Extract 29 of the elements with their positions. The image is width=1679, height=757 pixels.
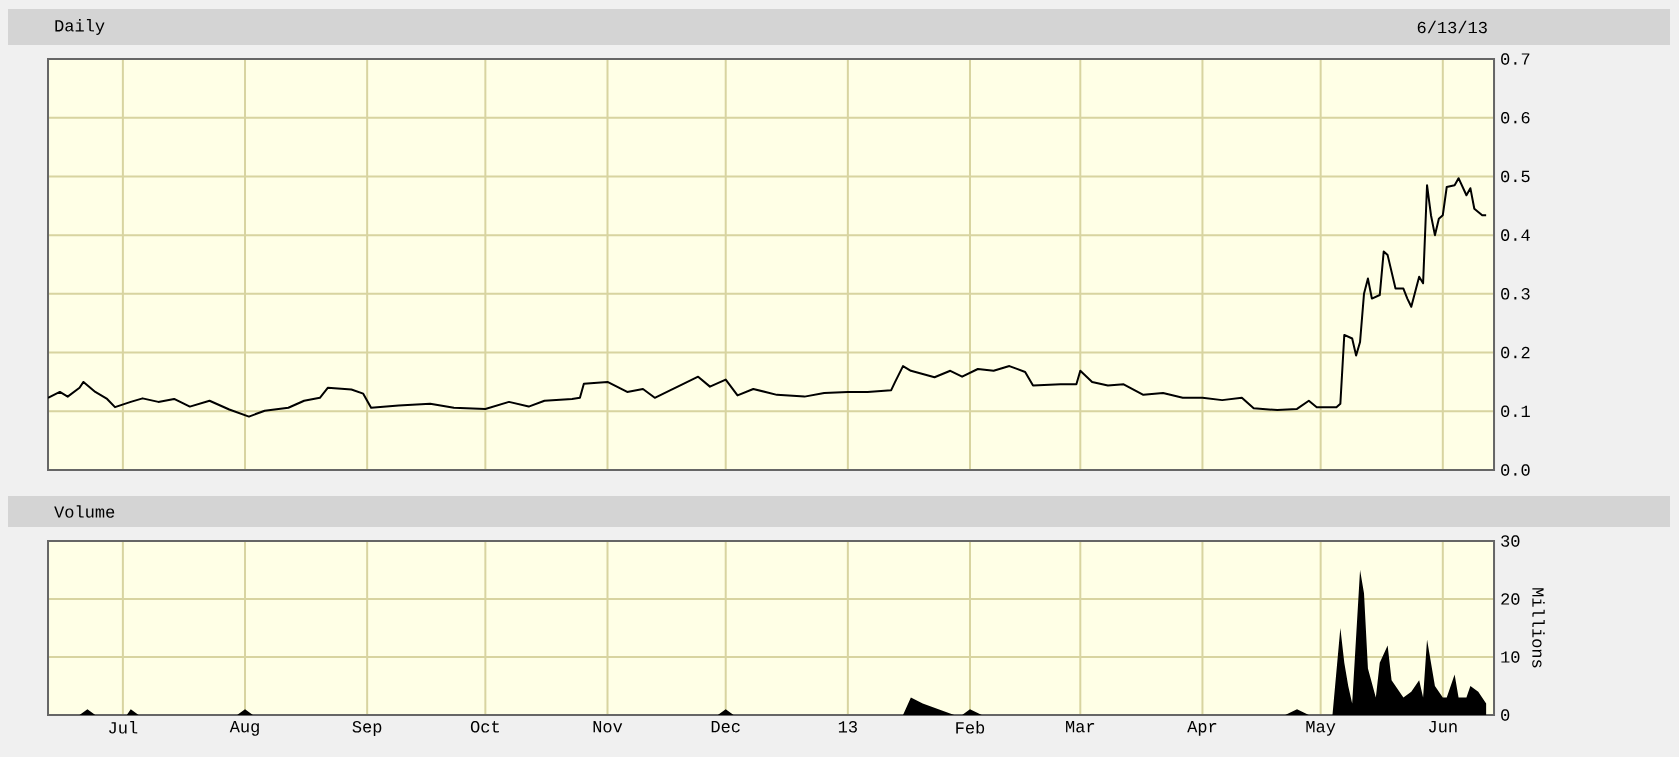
y-tick-label: 0.1 (1501, 405, 1530, 418)
y-tick-label: 0.3 (1501, 288, 1530, 300)
x-tick-label: Aug (229, 721, 259, 736)
x-tick-label: Dec (711, 721, 740, 733)
x-tick-label: Apr (1187, 721, 1217, 736)
y-axis-title: Millions (1532, 588, 1545, 668)
y-tick-label: 0.4 (1501, 229, 1530, 241)
x-tick-label: 13 (838, 721, 857, 733)
y-tick-label: 0.2 (1501, 346, 1530, 359)
y-tick-label: 20 (1501, 593, 1520, 605)
x-tick-label: Mar (1066, 721, 1095, 733)
chart-title: Volume (54, 505, 115, 518)
line-series (48, 177, 1488, 418)
x-tick-label: Nov (593, 721, 623, 733)
x-tick-label: Sep (352, 721, 382, 736)
x-tick-label: Jun (1428, 721, 1457, 733)
x-tick-label: Feb (956, 721, 985, 734)
chart-title: Daily (55, 19, 105, 35)
x-tick-label: Jul (109, 721, 138, 734)
y-tick-label: 10 (1501, 651, 1520, 663)
x-tick-label: Oct (470, 721, 499, 733)
y-tick-label: 0.6 (1501, 111, 1530, 124)
y-tick-label: 0.5 (1501, 170, 1530, 183)
y-tick-label: 30 (1501, 535, 1520, 547)
y-tick-label: 0.0 (1501, 464, 1530, 476)
y-tick-label: 0 (1501, 709, 1510, 721)
chart-subtitle: 6/13/13 (1417, 20, 1487, 34)
x-tick-label: May (1306, 721, 1336, 736)
y-tick-label: 0.7 (1501, 53, 1530, 65)
